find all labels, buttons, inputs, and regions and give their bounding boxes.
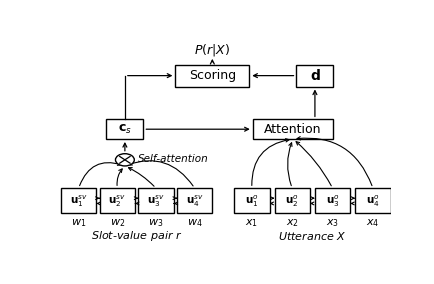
FancyBboxPatch shape (61, 188, 96, 213)
FancyBboxPatch shape (315, 188, 350, 213)
FancyArrowPatch shape (128, 168, 154, 186)
FancyArrowPatch shape (296, 142, 331, 186)
FancyArrowPatch shape (297, 137, 372, 186)
FancyBboxPatch shape (100, 188, 135, 213)
Text: Self-attention: Self-attention (138, 154, 208, 164)
Text: $\mathbf{u}_4^{o}$: $\mathbf{u}_4^{o}$ (366, 193, 380, 208)
FancyArrowPatch shape (288, 143, 292, 186)
Text: $w_1$: $w_1$ (71, 217, 86, 229)
Text: Attention: Attention (264, 123, 322, 136)
Text: $\mathbf{u}_3^{o}$: $\mathbf{u}_3^{o}$ (326, 193, 339, 208)
Text: $\mathbf{u}_1^{sv}$: $\mathbf{u}_1^{sv}$ (70, 193, 88, 208)
Text: $w_3$: $w_3$ (148, 217, 164, 229)
Text: $\mathbf{u}_3^{sv}$: $\mathbf{u}_3^{sv}$ (147, 193, 165, 208)
FancyBboxPatch shape (138, 188, 174, 213)
Text: $x_1$: $x_1$ (245, 217, 258, 229)
Text: Utterance $X$: Utterance $X$ (278, 230, 347, 242)
Text: $w_4$: $w_4$ (187, 217, 203, 229)
Text: $P(r|X)$: $P(r|X)$ (194, 43, 230, 59)
Text: $\mathbf{u}_1^{o}$: $\mathbf{u}_1^{o}$ (245, 193, 259, 208)
Text: $x_3$: $x_3$ (326, 217, 339, 229)
FancyBboxPatch shape (234, 188, 270, 213)
Text: $\mathbf{d}$: $\mathbf{d}$ (309, 68, 320, 83)
FancyArrowPatch shape (252, 139, 289, 185)
Circle shape (115, 154, 134, 166)
FancyBboxPatch shape (177, 188, 212, 213)
Text: $\mathbf{u}_4^{sv}$: $\mathbf{u}_4^{sv}$ (186, 193, 204, 208)
FancyArrowPatch shape (117, 169, 122, 185)
Text: $\mathbf{u}_2^{sv}$: $\mathbf{u}_2^{sv}$ (108, 193, 126, 208)
Text: Slot-value pair $r$: Slot-value pair $r$ (91, 229, 182, 243)
FancyBboxPatch shape (275, 188, 310, 213)
Text: $x_2$: $x_2$ (286, 217, 299, 229)
Text: $w_2$: $w_2$ (110, 217, 125, 229)
FancyBboxPatch shape (106, 119, 143, 139)
FancyArrowPatch shape (79, 162, 121, 186)
FancyArrowPatch shape (128, 161, 193, 186)
FancyBboxPatch shape (355, 188, 391, 213)
FancyBboxPatch shape (296, 65, 333, 87)
FancyBboxPatch shape (175, 65, 249, 87)
Text: $\mathbf{c}_s$: $\mathbf{c}_s$ (118, 123, 132, 136)
Text: $\mathbf{u}_2^{o}$: $\mathbf{u}_2^{o}$ (286, 193, 299, 208)
Text: $x_4$: $x_4$ (366, 217, 380, 229)
Text: Scoring: Scoring (189, 69, 236, 82)
FancyBboxPatch shape (253, 119, 333, 139)
